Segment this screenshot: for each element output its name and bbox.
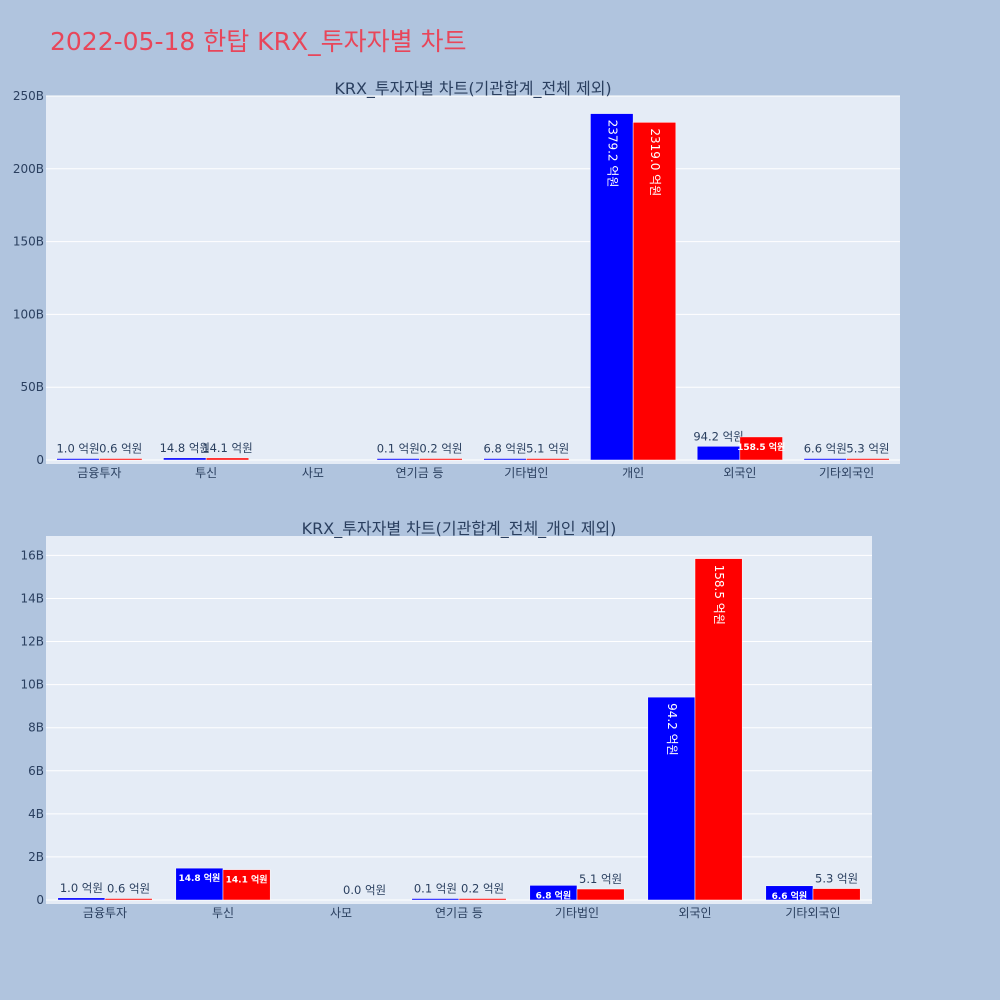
- bar: [846, 458, 890, 461]
- y-tick-label: 14B: [20, 591, 44, 605]
- bar: [205, 457, 250, 461]
- bar: [376, 458, 420, 461]
- data-label: 0.2 억원: [419, 442, 462, 456]
- data-label: 0.2 억원: [461, 882, 504, 896]
- y-tick-label: 0: [36, 453, 44, 467]
- bar: [483, 458, 527, 461]
- page-title: 2022-05-18 한탑 KRX_투자자별 차트: [50, 27, 467, 56]
- data-label: 0.1 억원: [377, 442, 420, 456]
- x-tick-label: 개인: [622, 466, 644, 480]
- y-tick-label: 200B: [13, 162, 44, 176]
- chart-title: KRX_투자자별 차트(기관합계_전체 제외): [334, 79, 611, 99]
- x-tick-label: 기타외국인: [785, 906, 840, 920]
- data-label: 0.1 억원: [414, 882, 457, 896]
- bar: [222, 869, 271, 901]
- bar: [696, 446, 741, 461]
- y-tick-label: 50B: [20, 380, 44, 394]
- plot-area: [46, 96, 900, 464]
- x-tick-label: 금융투자: [77, 466, 121, 480]
- bar: [803, 458, 847, 461]
- bar: [56, 458, 100, 461]
- data-label: 158.5 억원: [737, 441, 785, 453]
- y-tick-label: 6B: [28, 764, 44, 778]
- data-label: 0.6 억원: [99, 442, 142, 456]
- y-tick-label: 0: [36, 893, 44, 907]
- bar: [526, 458, 570, 461]
- data-label: 6.8 억원: [483, 442, 526, 456]
- bar: [104, 898, 153, 901]
- y-tick-label: 250B: [13, 89, 44, 103]
- data-label: 5.1 억원: [526, 442, 569, 456]
- y-tick-label: 16B: [20, 548, 44, 562]
- bar: [576, 888, 625, 901]
- x-tick-label: 사모: [330, 906, 352, 920]
- bar: [458, 898, 507, 901]
- bar: [590, 113, 634, 461]
- data-label: 14.1 억원: [202, 441, 252, 455]
- data-label: 14.8 억원: [178, 872, 220, 884]
- data-label: 0.0 억원: [343, 883, 386, 897]
- data-label: 1.0 억원: [60, 881, 103, 895]
- data-label: 14.8 억원: [160, 441, 210, 455]
- y-tick-label: 12B: [20, 635, 44, 649]
- data-label: 5.1 억원: [579, 872, 622, 886]
- x-tick-label: 투신: [195, 466, 217, 480]
- x-tick-label: 기타외국인: [819, 466, 874, 480]
- chart-2: 0 2B 4B 6B 8B 10B 12B 14B 16B KRX_투자자별 차트(기관합계_전체…: [20, 519, 872, 920]
- bar: [632, 122, 677, 461]
- y-tick-label: 150B: [13, 235, 44, 249]
- data-label: 0.6 억원: [107, 882, 150, 896]
- x-tick-label: 연기금 등: [435, 906, 483, 920]
- x-tick-label: 외국인: [678, 906, 711, 920]
- x-tick-label: 외국인: [723, 466, 756, 480]
- data-label: 1.0 억원: [56, 442, 99, 456]
- x-tick-label: 투신: [212, 906, 234, 920]
- bar: [175, 867, 224, 901]
- chart-1: 0 50B 100B 150B 200B 250B KRX_투자자별 차트(기관합계_전체 …: [13, 79, 900, 480]
- bar: [99, 458, 143, 461]
- bar: [694, 558, 743, 901]
- chart-title: KRX_투자자별 차트(기관합계_전체_개인 제외): [302, 519, 617, 539]
- bar: [812, 888, 861, 901]
- data-label: 5.3 억원: [846, 442, 889, 456]
- bar: [57, 897, 106, 901]
- data-label: 158.5 억원: [712, 565, 726, 625]
- bar: [419, 458, 463, 461]
- data-label: 2379.2 억원: [605, 120, 619, 188]
- plot-area: [46, 536, 872, 904]
- data-label: 6.6 억원: [772, 890, 808, 902]
- data-label: 6.6 억원: [804, 442, 847, 456]
- data-label: 94.2 억원: [665, 703, 679, 756]
- bar: [163, 457, 207, 461]
- data-label: 2319.0 억원: [648, 128, 662, 196]
- bar: [739, 436, 783, 461]
- y-tick-label: 10B: [20, 678, 44, 692]
- x-tick-label: 사모: [302, 466, 324, 480]
- bar: [411, 898, 460, 901]
- y-tick-label: 100B: [13, 307, 44, 321]
- bar: [647, 696, 696, 901]
- data-label: 94.2 억원: [693, 429, 743, 443]
- y-tick-label: 8B: [28, 721, 44, 735]
- data-label: 14.1 억원: [226, 874, 268, 886]
- data-label: 6.8 억원: [536, 889, 572, 901]
- x-tick-label: 기타법인: [504, 466, 548, 480]
- x-tick-label: 연기금 등: [396, 466, 444, 480]
- y-tick-label: 2B: [28, 850, 44, 864]
- data-label: 5.3 억원: [815, 872, 858, 886]
- x-tick-label: 금융투자: [83, 906, 127, 920]
- x-tick-label: 기타법인: [555, 906, 599, 920]
- y-tick-label: 4B: [28, 807, 44, 821]
